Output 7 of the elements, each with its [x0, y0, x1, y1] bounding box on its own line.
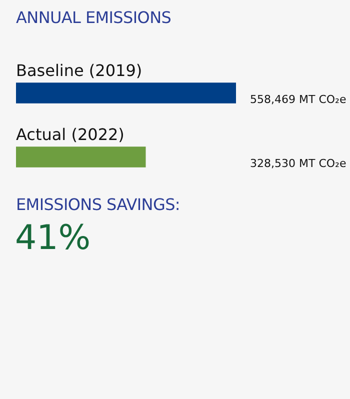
text: 41% — [15, 218, 91, 258]
y-tick-label: Actual (2022) — [16, 125, 124, 144]
data-label: 558,469 MT CO₂e — [250, 92, 346, 106]
y-tick-label: Baseline (2019) — [16, 61, 142, 80]
data-label: 328,530 MT CO₂e — [250, 156, 346, 170]
chart-title: ANNUAL EMISSIONS — [16, 8, 172, 27]
text: EMISSIONS SAVINGS: — [16, 195, 180, 214]
